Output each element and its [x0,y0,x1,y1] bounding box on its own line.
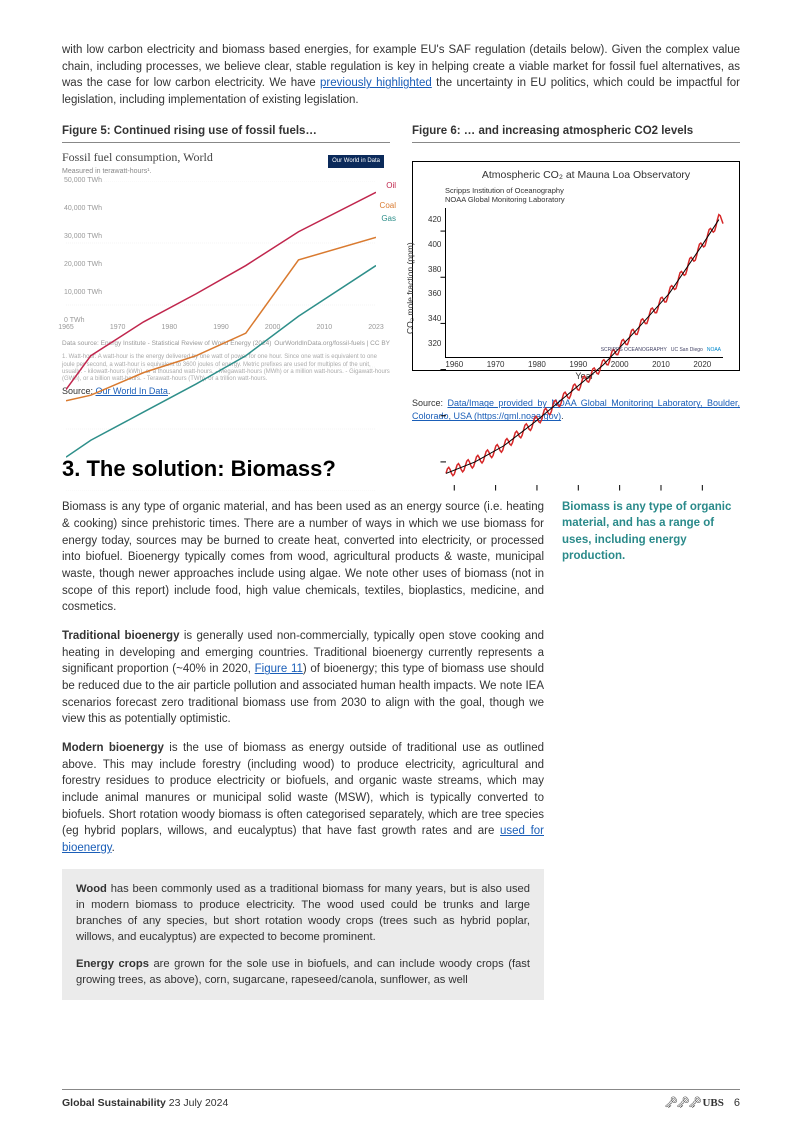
para-modern: Modern bioenergy is the use of biomass a… [62,740,544,857]
chart6-inst1: Scripps Institution of Oceanography [445,186,733,195]
callout-crops-label: Energy crops [76,958,149,970]
figure-11-link[interactable]: Figure 11 [255,663,303,675]
modern-label: Modern bioenergy [62,742,164,754]
traditional-label: Traditional bioenergy [62,630,179,642]
figure-6-chart: Atmospheric CO₂ at Mauna Loa Observatory… [412,161,740,371]
figure-5: Figure 5: Continued rising use of fossil… [62,123,390,424]
callout-wood-text: has been commonly used as a traditional … [76,883,530,944]
fig6-source-prefix: Source: [412,398,447,408]
chart6-yaxis-title: CO₂ mole fraction (ppm) [404,242,416,334]
chart5-subtitle: Measured in terawatt-hours¹. [62,167,390,177]
figure-5-caption: Figure 5: Continued rising use of fossil… [62,123,390,144]
chart6-badges: SCRIPPS OCEANOGRAPHY UC San Diego NOAA [601,347,721,354]
sidebar-note: Biomass is any type of organic material,… [562,499,740,1000]
modern-after: . [112,842,115,854]
page-number: 6 [734,1096,740,1112]
chart5-plot: 0 TWh10,000 TWh20,000 TWh30,000 TWh40,00… [66,181,376,321]
badge-noaa: NOAA [707,347,721,354]
footer-left: Global Sustainability 23 July 2024 [62,1096,228,1111]
footer-date: 23 July 2024 [166,1097,228,1109]
figure-6-caption: Figure 6: … and increasing atmospheric C… [412,123,740,144]
badge-ucsd: UC San Diego [671,347,703,354]
page-footer: Global Sustainability 23 July 2024 🗝🗝🗝 U… [62,1089,740,1112]
badge-scripps: SCRIPPS OCEANOGRAPHY [601,347,667,354]
callout-wood-label: Wood [76,883,107,895]
figures-row: Figure 5: Continued rising use of fossil… [62,123,740,424]
footer-title: Global Sustainability [62,1097,166,1109]
para-traditional: Traditional bioenergy is generally used … [62,628,544,728]
ubs-text: UBS [702,1097,723,1109]
intro-link[interactable]: previously highlighted [320,77,432,89]
intro-paragraph: with low carbon electricity and biomass … [62,42,740,109]
callout-energy-crops: Energy crops are grown for the sole use … [76,956,530,988]
modern-before: is the use of biomass as energy outside … [62,742,544,837]
footer-right: 🗝🗝🗝 UBS 6 [664,1096,740,1112]
figure-5-chart: Fossil fuel consumption, World Measured … [62,149,390,379]
ubs-keys-icon: 🗝🗝🗝 [664,1097,700,1109]
two-column-layout: Biomass is any type of organic material,… [62,499,740,1000]
callout-box: Wood has been commonly used as a traditi… [62,869,544,1000]
main-column: Biomass is any type of organic material,… [62,499,544,1000]
owid-badge: Our World in Data [328,155,384,168]
ubs-logo: 🗝🗝🗝 UBS [664,1096,724,1112]
chart6-title: Atmospheric CO₂ at Mauna Loa Observatory [439,168,733,183]
figure-6: Figure 6: … and increasing atmospheric C… [412,123,740,424]
para-biomass-intro: Biomass is any type of organic material,… [62,499,544,616]
chart6-plot: CO₂ mole fraction (ppm) Year SCRIPPS OCE… [445,208,723,358]
callout-wood: Wood has been commonly used as a traditi… [76,881,530,946]
chart6-inst2: NOAA Global Monitoring Laboratory [445,195,733,204]
